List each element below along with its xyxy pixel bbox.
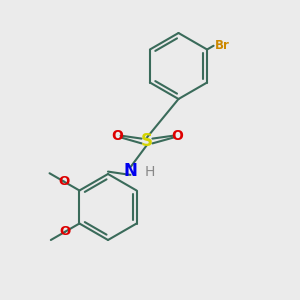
Text: O: O — [172, 130, 184, 143]
Text: O: O — [59, 225, 71, 238]
Text: N: N — [124, 162, 137, 180]
Text: O: O — [58, 175, 70, 188]
Text: H: H — [145, 166, 155, 179]
Text: O: O — [111, 130, 123, 143]
Text: S: S — [141, 132, 153, 150]
Text: Br: Br — [215, 39, 230, 52]
